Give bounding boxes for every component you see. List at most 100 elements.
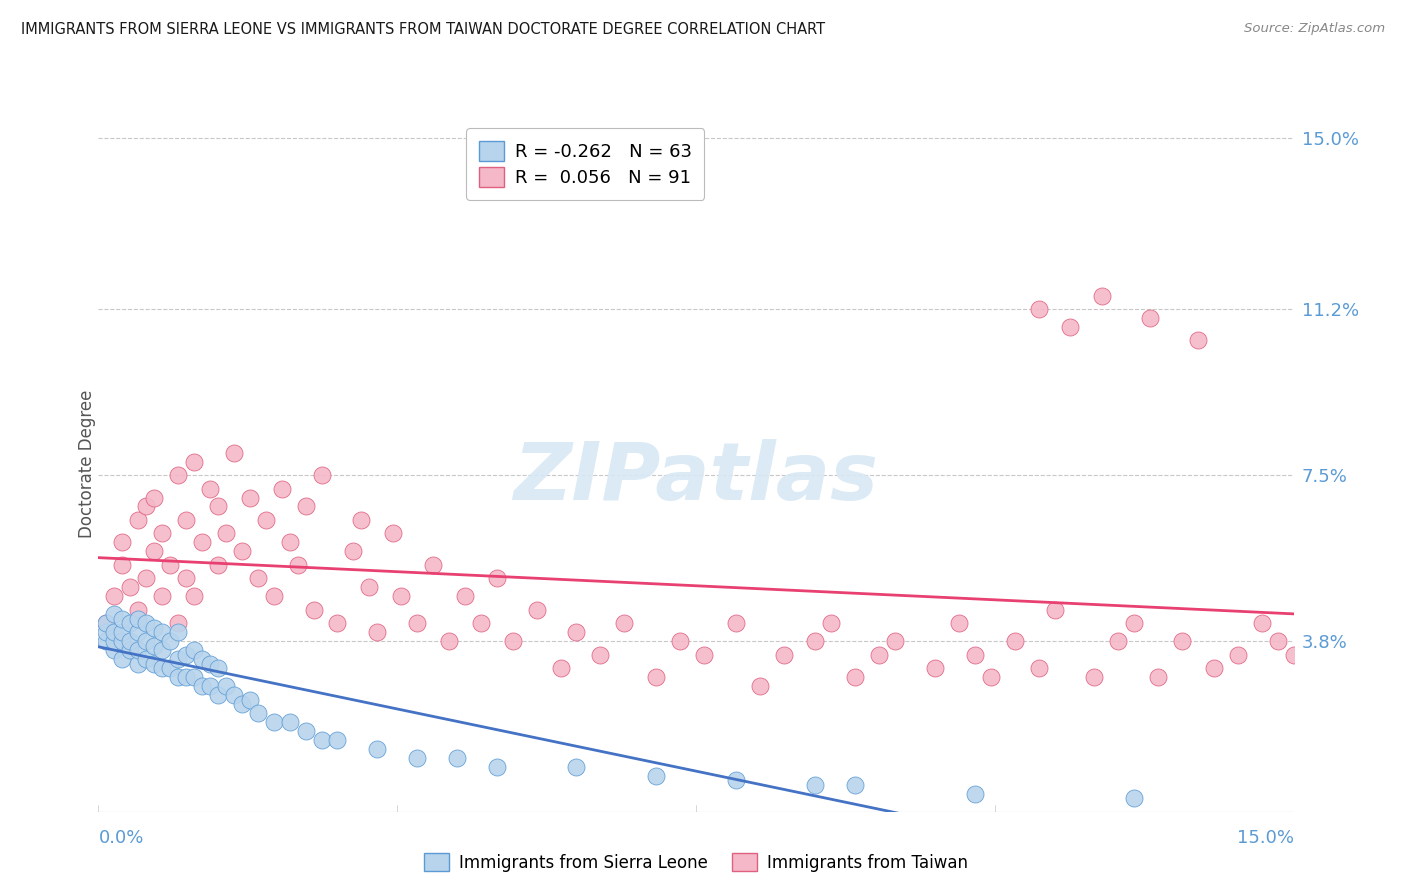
Point: [183, 670, 205, 684]
Point: [174, 648, 197, 662]
Point: [143, 621, 166, 635]
Point: [120, 580, 142, 594]
Point: [1267, 634, 1289, 648]
Point: [103, 607, 125, 622]
Point: [150, 589, 173, 603]
Point: [278, 535, 301, 549]
Point: [191, 679, 214, 693]
Point: [748, 679, 770, 693]
Y-axis label: Doctorate Degree: Doctorate Degree: [79, 390, 96, 538]
Point: [111, 652, 134, 666]
Point: [1123, 791, 1146, 805]
Point: [207, 558, 229, 572]
Point: [150, 661, 173, 675]
Point: [135, 616, 157, 631]
Point: [342, 544, 364, 558]
Point: [1171, 634, 1194, 648]
Point: [111, 625, 134, 640]
Point: [1123, 616, 1146, 631]
Point: [804, 778, 827, 792]
Point: [120, 643, 142, 657]
Point: [868, 648, 890, 662]
Point: [254, 513, 277, 527]
Point: [103, 625, 125, 640]
Point: [111, 634, 134, 648]
Point: [150, 643, 173, 657]
Point: [143, 639, 166, 653]
Point: [111, 612, 134, 626]
Point: [150, 625, 173, 640]
Point: [150, 526, 173, 541]
Point: [191, 652, 214, 666]
Point: [844, 778, 866, 792]
Point: [844, 670, 866, 684]
Point: [389, 589, 412, 603]
Point: [143, 657, 166, 671]
Point: [246, 571, 269, 585]
Text: 15.0%: 15.0%: [1236, 830, 1294, 847]
Point: [366, 625, 388, 640]
Point: [454, 589, 477, 603]
Point: [96, 625, 118, 640]
Point: [980, 670, 1002, 684]
Point: [1083, 670, 1105, 684]
Point: [159, 634, 181, 648]
Point: [1315, 634, 1337, 648]
Point: [127, 513, 149, 527]
Point: [294, 500, 316, 514]
Point: [135, 634, 157, 648]
Point: [963, 787, 986, 801]
Point: [485, 760, 508, 774]
Point: [669, 634, 692, 648]
Text: IMMIGRANTS FROM SIERRA LEONE VS IMMIGRANTS FROM TAIWAN DOCTORATE DEGREE CORRELAT: IMMIGRANTS FROM SIERRA LEONE VS IMMIGRAN…: [21, 22, 825, 37]
Point: [278, 714, 301, 729]
Point: [174, 571, 197, 585]
Point: [1187, 334, 1209, 348]
Point: [526, 603, 548, 617]
Point: [437, 634, 460, 648]
Point: [470, 616, 492, 631]
Point: [350, 513, 373, 527]
Point: [198, 657, 221, 671]
Point: [724, 616, 747, 631]
Point: [820, 616, 842, 631]
Point: [143, 544, 166, 558]
Point: [485, 571, 508, 585]
Point: [311, 468, 333, 483]
Point: [239, 491, 262, 505]
Point: [215, 526, 238, 541]
Point: [1043, 603, 1066, 617]
Point: [406, 751, 429, 765]
Point: [174, 513, 197, 527]
Point: [613, 616, 636, 631]
Point: [645, 769, 668, 783]
Point: [948, 616, 970, 631]
Point: [159, 558, 181, 572]
Text: 0.0%: 0.0%: [98, 830, 143, 847]
Point: [183, 589, 205, 603]
Point: [231, 697, 253, 711]
Point: [270, 482, 292, 496]
Point: [1004, 634, 1026, 648]
Point: [103, 643, 125, 657]
Point: [804, 634, 827, 648]
Point: [207, 688, 229, 702]
Point: [143, 491, 166, 505]
Point: [96, 616, 118, 631]
Point: [589, 648, 612, 662]
Point: [1282, 648, 1305, 662]
Point: [120, 616, 142, 631]
Point: [167, 616, 190, 631]
Point: [772, 648, 794, 662]
Point: [1226, 648, 1249, 662]
Point: [135, 500, 157, 514]
Point: [167, 468, 190, 483]
Point: [167, 670, 190, 684]
Point: [1028, 301, 1050, 316]
Point: [215, 679, 238, 693]
Point: [135, 571, 157, 585]
Point: [174, 670, 197, 684]
Point: [96, 634, 118, 648]
Point: [1028, 661, 1050, 675]
Point: [724, 773, 747, 788]
